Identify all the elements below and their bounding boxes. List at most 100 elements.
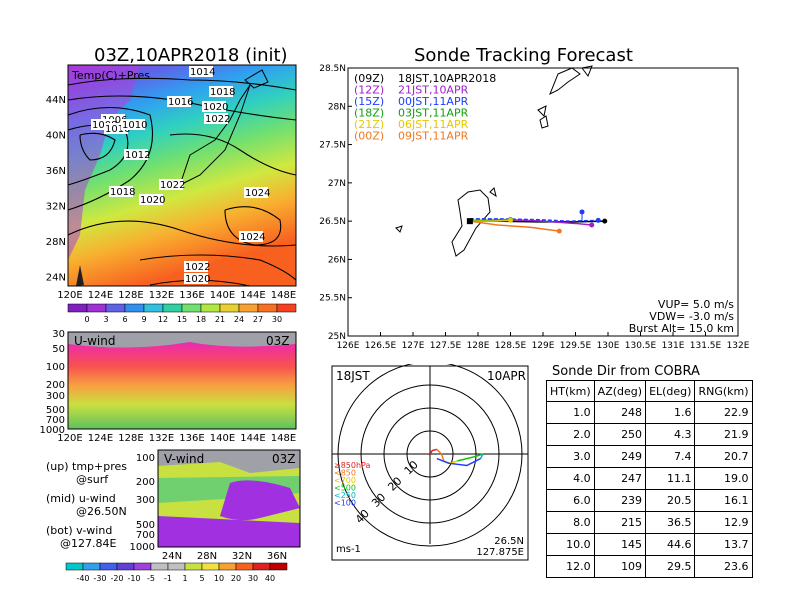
colorbar-swatch <box>269 562 288 571</box>
colorbar-swatch <box>82 562 101 571</box>
lat-tick: 24N <box>162 551 182 562</box>
isobar-label: 1014 <box>190 67 215 78</box>
colorbar-label: 27 <box>253 315 263 324</box>
isobar-label: 1020 <box>203 102 228 113</box>
temp-colorbar: 0 3 6 9 12 15 18 21 24 27 30 <box>67 303 297 324</box>
trajectory-endpoint <box>602 218 608 224</box>
pressure-level: 500 <box>46 405 65 416</box>
sonde-cell: 3.0 <box>546 445 595 468</box>
level-legend-item: <100 <box>334 499 356 508</box>
lon-tick: 144E <box>240 433 265 444</box>
legend-text: 03JST,11APR <box>398 107 469 120</box>
lat-tick: 27N <box>328 179 346 189</box>
isobar-label-bg <box>189 66 213 77</box>
pressure-level: 300 <box>46 391 65 402</box>
colorbar-swatch <box>105 303 126 313</box>
pressure-level: 100 <box>46 362 65 373</box>
sonde-cell: 29.5 <box>645 555 696 578</box>
legend-text: 18JST,10APR2018 <box>398 72 496 85</box>
legend-text: 00JST,11APR <box>398 95 469 108</box>
colorbar-label: 9 <box>141 315 146 324</box>
isobar-label-bg <box>184 261 208 272</box>
colorbar-swatch <box>124 303 145 313</box>
map-title: 03Z,10APR2018 (init) <box>94 45 288 66</box>
level-legend-item: <250 <box>334 491 356 500</box>
isobar-label-bg <box>202 101 226 112</box>
lat-tick: 25.5N <box>319 294 346 304</box>
lon-tick: 126.5E <box>365 341 397 351</box>
isobar-label: 1018 <box>110 187 135 198</box>
colorbar-swatch <box>167 562 186 571</box>
lat-tick: 32N <box>232 551 252 562</box>
lat-tick: 32N <box>46 202 66 213</box>
colorbar-label: -1 <box>164 574 172 583</box>
lon-tick: 132E <box>149 433 174 444</box>
isobar-label: 1024 <box>240 232 265 243</box>
note-line: @127.84E <box>60 537 117 550</box>
sonde-cell: 1.6 <box>645 401 696 424</box>
track-lon-ticks: 126E 126.5E 127E 127.5E 128E 128.5E 129E 129.5E… <box>337 332 750 351</box>
lon-tick: 128.5E <box>495 341 527 351</box>
japan-coastline <box>179 84 251 186</box>
colorbar-swatch <box>184 562 203 571</box>
legend-text: 06JST,11APR <box>398 118 469 131</box>
colorbar-swatch <box>252 562 271 571</box>
lat-tick: 24N <box>46 273 66 284</box>
colorbar-label: 6 <box>122 315 127 324</box>
lat-tick: 26.5N <box>319 217 346 227</box>
vwind-label: V-wind <box>164 452 204 466</box>
pressure-level: 200 <box>46 380 65 391</box>
hodograph-traces <box>429 448 484 467</box>
colorbar-swatch <box>238 303 259 313</box>
sonde-cell: 1.0 <box>546 401 595 424</box>
vwind-purple-region <box>220 480 300 521</box>
colorbar-label: -5 <box>147 574 155 583</box>
uwind-time: 03Z <box>266 334 290 348</box>
trajectory-endpoint <box>595 217 601 223</box>
sonde-cell: 145 <box>593 533 647 556</box>
legend-text: 21JST,10APR <box>398 84 469 97</box>
lon-tick: 144E <box>240 290 265 301</box>
lat-tick: 26N <box>328 255 346 265</box>
trajectory-lines <box>466 209 608 234</box>
lat-tick: 28N <box>46 237 66 248</box>
lon-tick: 136E <box>179 433 204 444</box>
isobar-label-bg <box>121 119 145 130</box>
isobar-label-bg <box>139 194 163 205</box>
hodograph-trace <box>429 448 438 455</box>
isobar-label-bg <box>109 186 133 197</box>
lon-tick: 127E <box>402 341 425 351</box>
sonde-cell: 23.6 <box>694 555 753 578</box>
hodograph-trace <box>457 453 484 462</box>
lon-tick: 120E <box>57 290 82 301</box>
track-frame <box>347 67 739 337</box>
isobar-label: 1024 <box>245 188 270 199</box>
sonde-row: 12.0 109 29.5 23.6 <box>546 555 753 578</box>
hodograph-trace <box>479 453 484 459</box>
pressure-level: 200 <box>136 477 155 488</box>
note-line: @surf <box>76 473 109 486</box>
sonde-table: HT(km) AZ(deg) EL(deg) RNG(km) 1.0 248 1.6… <box>546 380 753 578</box>
sonde-row: 2.0 250 4.3 21.9 <box>546 423 753 446</box>
lon-tick: 140E <box>210 290 235 301</box>
lat-tick: 44N <box>46 95 66 106</box>
pressure-level: 700 <box>136 530 155 541</box>
isobar-labels: 1014101810201016100610081010101010221012… <box>91 66 270 285</box>
sonde-cell: 44.6 <box>645 533 696 556</box>
lat-tick: 36N <box>46 166 66 177</box>
pressure-level: 700 <box>46 415 65 426</box>
colorbar-swatch <box>150 562 169 571</box>
isobar-label: 1016 <box>168 97 193 108</box>
sonde-cell: 6.0 <box>546 489 595 512</box>
colorbar-label: 3 <box>103 315 108 324</box>
hodo-lat: 26.5N <box>494 536 524 547</box>
trajectory-endpoint <box>589 222 595 228</box>
hodo-level-legend: ≥850hPa<850<700<500<250<100 <box>334 461 371 508</box>
lon-tick: 128E <box>467 341 490 351</box>
colorbar-label: 12 <box>158 315 168 324</box>
pressure-level: 50 <box>52 344 65 355</box>
sonde-cell: 109 <box>593 555 647 578</box>
